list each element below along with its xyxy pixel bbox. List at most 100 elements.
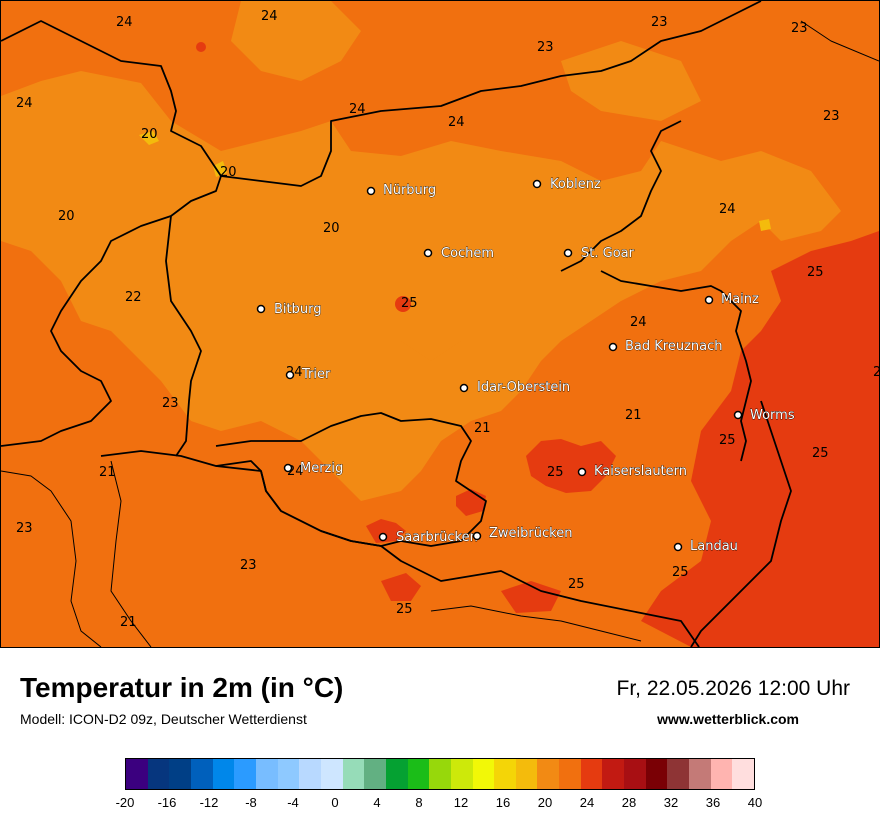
legend-swatch [645,759,668,789]
city-dot [673,542,683,552]
city-idar-oberstein[interactable]: Idar-Oberstein [459,380,571,395]
city-label: Merzig [300,461,343,476]
legend-swatch [429,759,451,789]
legend-swatch [212,759,235,789]
legend-tick: -16 [157,795,177,810]
city-worms[interactable]: Worms [733,408,795,423]
iso-label: 25 [568,577,585,592]
iso-label: 25 [812,446,829,461]
legend-tick: 16 [495,795,511,810]
map-title: Temperatur in 2m (in °C) [20,672,344,703]
iso-label: 20 [141,127,158,142]
iso-label: 20 [220,165,237,180]
city-bad-kreuznach[interactable]: Bad Kreuznach [608,339,723,354]
temp-zone-18-20-west [139,131,159,145]
city-dot [366,186,376,196]
temp-zone-18-20-border [213,161,227,177]
legend-tick: 40 [747,795,763,810]
city-kaiserslautern[interactable]: Kaiserslautern [577,464,688,479]
city-label: St. Goar [581,246,635,261]
iso-label: 21 [99,465,116,480]
city-st-goar[interactable]: St. Goar [563,246,635,261]
legend-tick: 8 [415,795,423,810]
border-belgium-germany [1,20,222,447]
city-landau[interactable]: Landau [673,539,738,554]
legend-tick: -4 [287,795,299,810]
border-inner-2 [110,460,152,647]
legend-tick: -8 [245,795,257,810]
city-trier[interactable]: Trier [285,367,331,382]
temp-zone-20-22-north [231,1,361,81]
legend-swatch [559,759,581,789]
color-legend [125,758,755,790]
city-saarbruecken[interactable]: Saarbrücken [378,530,478,545]
isotherm-labels: 24 24 23 23 23 24 24 24 23 20 20 20 24 2… [16,9,879,630]
temp-zone-18-20-east [759,219,771,231]
legend-swatch [277,759,300,789]
city-label: Landau [690,539,738,554]
border-inner-3 [800,20,879,62]
website-link[interactable]: www.wetterblick.com [657,711,799,727]
legend-swatch [385,759,408,789]
iso-label: 22 [125,290,142,305]
legend-tick: 12 [453,795,469,810]
legend-swatch [126,759,148,789]
legend-tick: -20 [115,795,135,810]
iso-label: 24 [116,15,133,30]
city-label: Zweibrücken [489,526,572,541]
city-label: Bitburg [274,302,322,317]
temp-zone-24-26-saar [366,519,406,543]
city-cochem[interactable]: Cochem [423,246,495,261]
iso-label: 24 [349,102,366,117]
iso-label: 23 [162,396,179,411]
legend-swatch [580,759,603,789]
city-dot [472,531,482,541]
iso-label: 24 [719,202,736,217]
iso-label: 20 [58,209,75,224]
legend-swatch [450,759,473,789]
legend-swatch [537,759,560,789]
map-canvas: 24 24 23 23 23 24 24 24 23 20 20 20 24 2… [1,1,879,647]
city-dot [256,304,266,314]
city-mainz[interactable]: Mainz [704,292,760,307]
city-label: Mainz [721,292,759,307]
legend-tick: 36 [705,795,721,810]
city-nuerburg[interactable]: Nürburg [366,183,437,198]
legend-swatch [234,759,256,789]
iso-label: 21 [625,408,642,423]
iso-label: 23 [240,558,257,573]
temp-zone-20-22-center [381,231,521,361]
city-dot [563,248,573,258]
city-merzig[interactable]: Merzig [283,461,344,476]
city-bitburg[interactable]: Bitburg [256,302,322,317]
border-luxembourg-germany [165,215,202,457]
legend-swatch [667,759,690,789]
iso-label: 23 [651,15,668,30]
legend-swatch [624,759,646,789]
city-dot [704,295,714,305]
iso-label: 23 [16,521,33,536]
iso-label: 21 [120,615,137,630]
border-inner-1 [1,470,102,647]
temp-zone-24-26-kaiserslautern [526,439,616,493]
state-borders [1,20,879,647]
legend-tick: 28 [621,795,637,810]
city-dot [283,463,293,473]
temperature-map: 24 24 23 23 23 24 24 24 23 20 20 20 24 2… [0,0,880,648]
city-label: Saarbrücken [396,530,478,545]
city-koblenz[interactable]: Koblenz [532,177,601,192]
temp-spot-24-26-north [196,42,206,52]
border-rlp-hessen [600,270,752,462]
city-dot [285,370,295,380]
city-label: Bad Kreuznach [625,339,723,354]
iso-label: 20 [323,221,340,236]
temp-spot-24-26 [395,296,411,312]
city-zweibruecken[interactable]: Zweibrücken [472,526,573,541]
iso-label: 25 [807,265,824,280]
legend-swatch [342,759,365,789]
legend-tick: 32 [663,795,679,810]
border-germany-france [100,450,700,647]
legend-swatch [689,759,711,789]
iso-label: 25 [719,433,736,448]
iso-label: 23 [823,109,840,124]
